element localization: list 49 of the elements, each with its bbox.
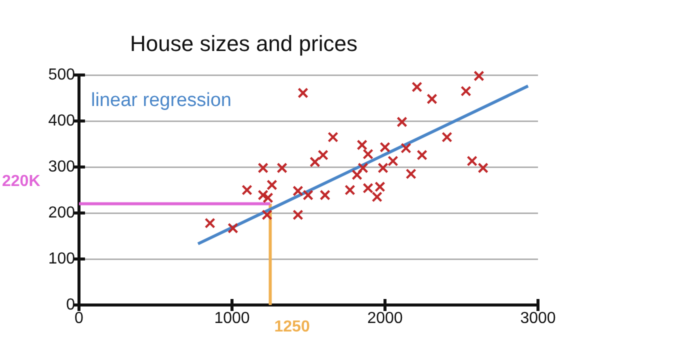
point [412, 82, 422, 92]
point [356, 140, 368, 150]
point [378, 162, 388, 174]
point [362, 148, 374, 160]
point [318, 150, 328, 160]
y-tick-label: 100 [48, 250, 76, 268]
point [258, 190, 268, 200]
annotation: 220K [2, 173, 41, 190]
chart-title: House sizes and prices [130, 31, 358, 56]
x-tick-label: 2000 [367, 310, 403, 328]
point [426, 94, 438, 104]
point [396, 116, 408, 128]
point [276, 162, 288, 174]
point [358, 162, 368, 174]
text: linear regression [91, 90, 232, 112]
y-tick-label: 500 [48, 66, 76, 84]
point [292, 186, 304, 196]
point [478, 162, 488, 174]
point [400, 142, 412, 154]
x-tick-label: 1000 [214, 310, 250, 328]
point [298, 88, 308, 98]
point [352, 169, 362, 180]
point [474, 70, 484, 82]
point [388, 156, 398, 166]
point [204, 218, 216, 228]
point [258, 162, 268, 174]
point [380, 142, 390, 153]
point [292, 210, 304, 220]
point [320, 190, 330, 200]
point [266, 180, 278, 190]
point [228, 222, 238, 234]
y-tick-label: 300 [48, 158, 76, 176]
point [362, 182, 374, 194]
point [310, 156, 320, 168]
point [302, 190, 314, 200]
point [416, 150, 428, 160]
point [262, 210, 272, 220]
point [460, 86, 472, 96]
point [242, 184, 252, 196]
x-tick-label: 3000 [520, 310, 556, 328]
point [466, 156, 478, 166]
point [442, 132, 452, 142]
point [328, 132, 338, 142]
point [344, 184, 356, 196]
y-tick-label: 200 [48, 204, 76, 222]
point [406, 168, 416, 180]
y-tick-label: 400 [48, 112, 76, 130]
point [262, 192, 274, 204]
annotation: 1250 [274, 318, 310, 336]
